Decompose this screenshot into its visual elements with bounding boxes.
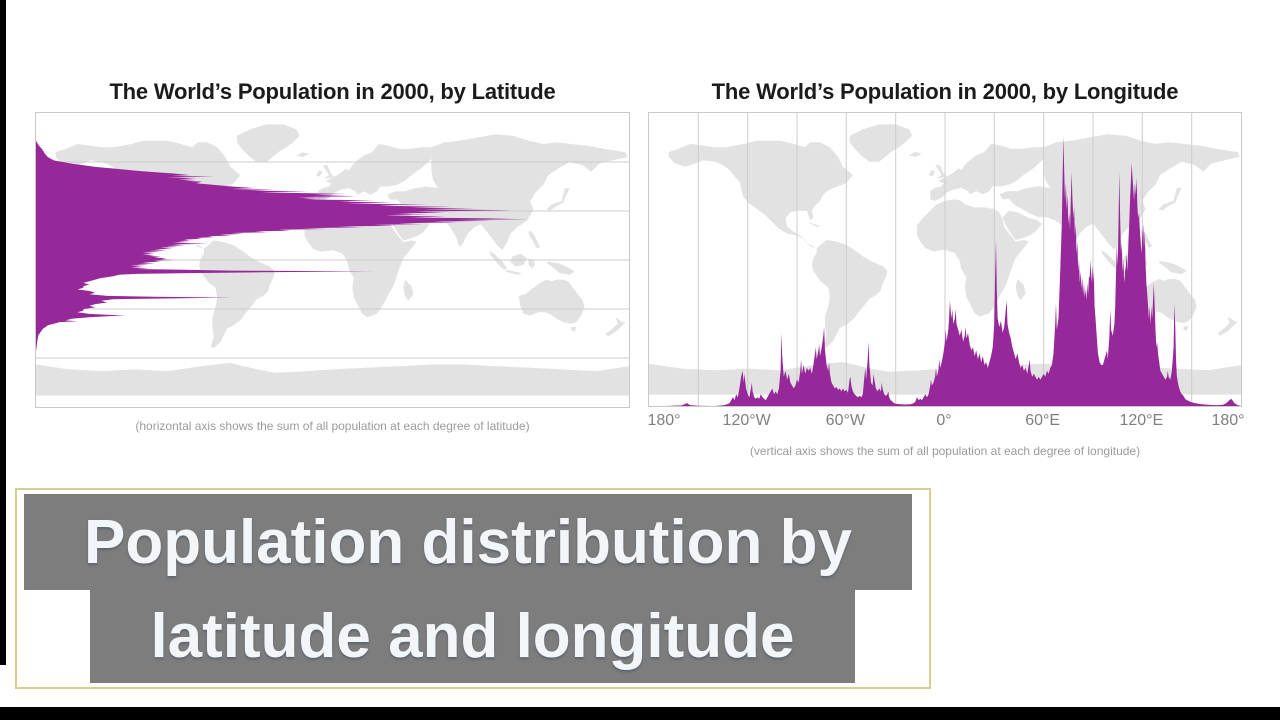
letterbox-bottom-strip (0, 707, 1280, 720)
longitude-chart (648, 112, 1242, 407)
axis-tick-label: 60°W (825, 412, 865, 429)
letterbox-left-strip (0, 0, 6, 665)
axis-tick-label: 180° (1211, 412, 1245, 429)
latitude-chart-plot (36, 113, 629, 407)
caption-line1: Population distribution by (83, 507, 853, 577)
latitude-chart-caption: (horizontal axis shows the sum of all po… (135, 419, 530, 433)
axis-tick-label: 60°E (1025, 412, 1061, 429)
longitude-chart-title: The World’s Population in 2000, by Longi… (711, 79, 1179, 104)
caption-line2: latitude and longitude (150, 602, 795, 671)
caption-panel-line2-box: latitude and longitude (90, 590, 855, 683)
axis-tick-label: 180° (647, 412, 681, 429)
longitude-chart-plot (649, 113, 1241, 406)
caption-panel-line1-box: Population distribution by (24, 494, 912, 590)
longitude-chart-caption: (vertical axis shows the sum of all popu… (749, 444, 1141, 458)
axis-tick-label: 120°W (722, 412, 771, 429)
axis-tick-label: 0° (936, 412, 952, 429)
longitude-axis-ticks: 180° 120°W 60°W 0° 60°E 120°E 180° (0, 412, 1280, 432)
latitude-chart-title: The World’s Population in 2000, by Latit… (109, 79, 556, 104)
axis-tick-label: 120°E (1119, 412, 1164, 429)
latitude-chart (35, 112, 630, 408)
